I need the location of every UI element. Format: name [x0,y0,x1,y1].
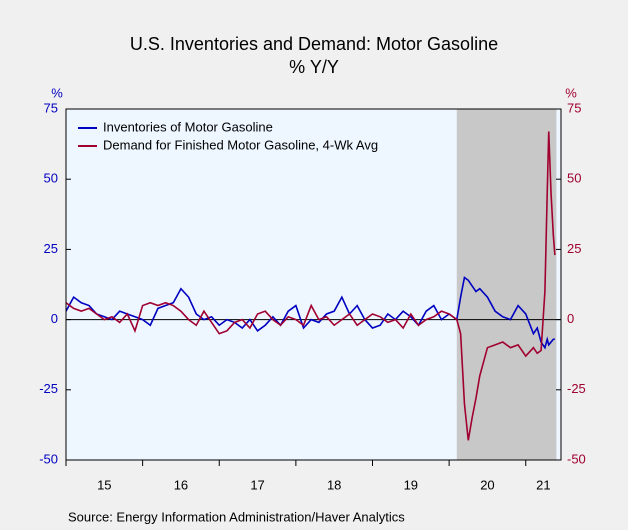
y-axis-label: % [51,85,63,100]
chart-title: U.S. Inventories and Demand: Motor Gasol… [130,34,498,54]
x-tick-label: 21 [536,477,550,492]
series-line [65,131,556,441]
y-tick-label: 0 [51,311,58,326]
y-tick-label: -50 [39,451,58,466]
x-tick-label: 19 [404,477,418,492]
x-tick-label: 18 [327,477,341,492]
series-line [65,276,555,350]
x-tick-label: 20 [480,477,494,492]
y2-tick-label: 75 [567,100,581,115]
y-tick-label: 75 [44,100,58,115]
x-tick-label: 16 [174,477,188,492]
y2-tick-label: -50 [567,451,586,466]
y-tick-label: 25 [44,241,58,256]
y2-axis-label: % [565,85,577,100]
x-tick-label: 15 [97,477,111,492]
shaded-region [456,109,557,460]
legend-label: Demand for Finished Motor Gasoline, 4-Wk… [103,137,378,152]
legend-label: Inventories of Motor Gasoline [103,119,273,134]
source: Source: Energy Information Administratio… [68,509,405,524]
y-tick-label: -25 [39,381,58,396]
plot-border [65,108,562,461]
y2-tick-label: 0 [567,311,574,326]
y2-tick-label: 50 [567,171,581,186]
x-tick-label: 17 [250,477,264,492]
y-tick-label: 50 [44,171,58,186]
y2-tick-label: -25 [567,381,586,396]
y2-tick-label: 25 [567,241,581,256]
chart-subtitle: % Y/Y [289,57,339,77]
